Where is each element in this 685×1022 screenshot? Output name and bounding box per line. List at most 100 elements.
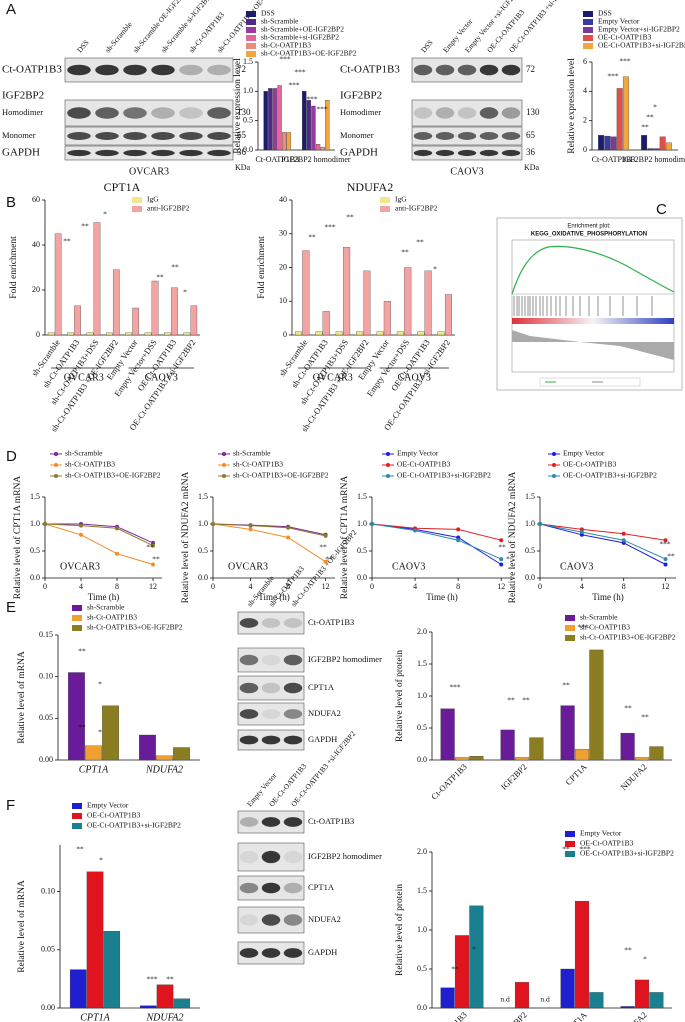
- blot-band: [151, 149, 175, 157]
- y-tick-label: 1.5: [357, 492, 367, 501]
- y-tick-label: 0.0: [525, 573, 535, 582]
- y-axis-label: Relative level of protein: [394, 650, 405, 742]
- point: [286, 525, 291, 530]
- significance: ***: [294, 68, 306, 77]
- legend-label: sh-Ct-OATP1B3: [580, 623, 630, 632]
- cell-line: CAOV3: [560, 561, 593, 572]
- bar: [105, 332, 113, 336]
- panel-letter: C: [656, 201, 667, 218]
- blot-band: [283, 682, 303, 694]
- y-axis-label: Relative expression level: [233, 58, 243, 154]
- significance: ***: [146, 975, 158, 984]
- bar: [268, 88, 273, 151]
- legend-label: Empty Vector+si-IGF2BP2: [598, 25, 680, 34]
- y-tick-label: 0.15: [39, 630, 53, 639]
- blot-band: [239, 948, 259, 958]
- legend-label: OE-Ct-OATP1B3: [563, 460, 617, 469]
- row-label: GAPDH: [340, 147, 378, 159]
- significance: **: [641, 123, 649, 132]
- blot-band: [123, 64, 147, 76]
- legend-label: OE-Ct-OATP1B3+si-IGF2BP2: [580, 849, 674, 858]
- bar: [85, 745, 102, 761]
- line: [371, 523, 502, 560]
- bar: [286, 132, 291, 151]
- bar: [69, 969, 87, 1009]
- significance: **: [416, 238, 424, 247]
- blot-band: [67, 107, 91, 119]
- bar: [620, 732, 635, 761]
- significance: **: [562, 681, 570, 690]
- x-tick-label: CPT1A: [79, 764, 109, 775]
- blot-band: [67, 149, 91, 157]
- x-tick-label: 4: [249, 582, 253, 591]
- bar: [164, 332, 171, 336]
- legend-swatch: [246, 19, 256, 25]
- blot-band: [261, 817, 281, 827]
- bar: [616, 88, 623, 151]
- bar: [665, 142, 672, 151]
- bar: [272, 88, 278, 151]
- y-tick-label: 0.05: [41, 945, 55, 954]
- bar: [610, 136, 617, 151]
- legend-swatch: [72, 823, 82, 829]
- line: [539, 523, 666, 560]
- bar: [363, 270, 371, 336]
- hit-barcode: [513, 296, 653, 316]
- bar: [306, 99, 311, 151]
- row-label: GAPDH: [308, 947, 337, 957]
- legend-swatch: [565, 841, 575, 847]
- blot-band: [179, 149, 203, 157]
- point: [621, 538, 626, 543]
- blot-band: [283, 709, 303, 719]
- y-tick-label: 1.5: [525, 492, 535, 501]
- blot-band: [151, 64, 175, 76]
- significance: *: [472, 945, 476, 954]
- y-axis-label: Relative level of NDUFA2 mRNA: [507, 471, 518, 603]
- cell-line: OVCAR3: [228, 561, 268, 572]
- bar: [171, 287, 178, 336]
- blot-band: [179, 107, 203, 119]
- blot-band: [207, 132, 231, 140]
- legend-label: sh-Scramble: [87, 603, 125, 612]
- point: [370, 522, 374, 526]
- y-axis-label: Fold enrichment: [257, 236, 267, 299]
- y-axis-label: Relative level of NDUFA2 mRNA: [180, 471, 191, 603]
- row-label: Ct-OATP1B3: [340, 64, 400, 76]
- blot-band: [283, 654, 303, 666]
- y-axis-label: Relative expression level: [567, 58, 577, 154]
- legend-swatch: [246, 43, 256, 49]
- bar: [144, 332, 152, 336]
- significance: **: [81, 222, 89, 231]
- row-label: NDUFA2: [308, 708, 341, 718]
- y-tick-label: 1.5: [30, 492, 40, 501]
- legend-label: Empty Vector: [580, 829, 622, 838]
- bar: [659, 136, 666, 151]
- size-marker: 130: [526, 107, 540, 117]
- size-unit: KDa: [235, 163, 251, 172]
- bar: [302, 91, 307, 151]
- y-tick-label: 0: [283, 330, 287, 339]
- significance: **: [498, 543, 506, 552]
- significance: **: [146, 543, 154, 552]
- legend-swatch: [72, 615, 82, 621]
- y-tick-label: 0.5: [30, 546, 40, 555]
- legend-label: OE-Ct-OATP1B3+si-IGF2BP2: [563, 471, 657, 480]
- bar: [634, 757, 650, 761]
- significance: **: [401, 248, 409, 257]
- bar: [311, 105, 316, 151]
- blot-band: [435, 132, 455, 140]
- significance: **: [325, 555, 333, 564]
- blot-strip: [64, 57, 234, 83]
- significance: ***: [449, 683, 461, 692]
- blot-band: [479, 132, 499, 140]
- legend-swatch: [583, 35, 593, 41]
- line: [371, 523, 502, 541]
- blot-band: [261, 914, 281, 926]
- blot-band: [261, 850, 281, 864]
- blot-band: [239, 882, 259, 894]
- bar: [295, 331, 303, 336]
- significance: ***: [288, 81, 300, 90]
- bar: [47, 332, 55, 336]
- legend-label: sh-Ct-OATP1B3+OE-IGF2BP2: [87, 623, 183, 632]
- y-tick-label: 0.10: [41, 886, 55, 895]
